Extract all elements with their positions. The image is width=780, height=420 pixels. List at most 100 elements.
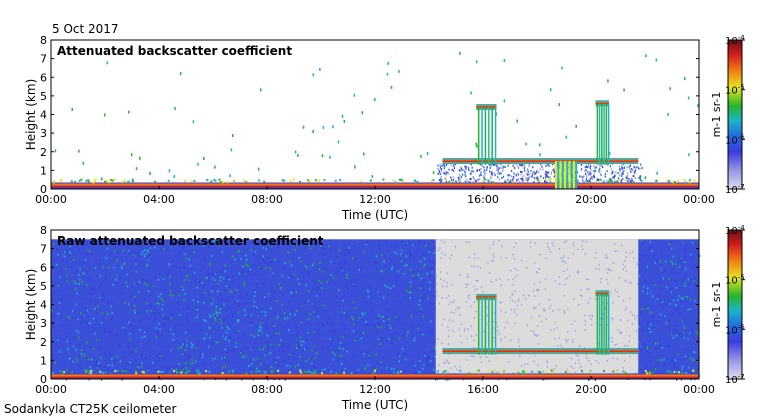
noise-speck — [183, 299, 185, 302]
noise-speck — [162, 299, 165, 302]
noise-speck — [505, 311, 507, 314]
noise-speck — [664, 364, 666, 367]
surface-speck — [444, 178, 447, 181]
noise-speck — [366, 334, 369, 337]
noise-speck — [687, 278, 690, 281]
surface-speck — [94, 178, 97, 181]
noise-speck — [169, 349, 172, 352]
noise-speck — [97, 367, 99, 370]
noise-speck — [588, 288, 590, 291]
noise-speck — [86, 357, 88, 360]
noise-speck — [175, 265, 178, 268]
noise-speck — [226, 276, 229, 279]
noise-speck — [246, 293, 248, 296]
noise-speck — [77, 331, 79, 334]
colorbar-tick-exponent: -7 — [738, 373, 745, 381]
noise-speck — [317, 293, 320, 296]
noise-speck — [516, 304, 519, 307]
noise-speck — [535, 335, 537, 338]
speck — [565, 181, 567, 184]
surface-speck — [511, 180, 514, 183]
noise-speck — [94, 300, 97, 303]
noise-speck — [637, 319, 639, 322]
noise-speck — [476, 265, 479, 268]
noise-speck — [690, 333, 692, 336]
speck — [631, 170, 633, 173]
noise-speck — [683, 319, 685, 322]
noise-speck — [536, 288, 538, 291]
noise-speck — [398, 360, 400, 363]
surface-speck — [195, 369, 198, 372]
surface-speck — [299, 369, 302, 372]
noise-speck — [259, 348, 261, 351]
noise-speck — [588, 360, 590, 362]
speck — [584, 170, 586, 173]
noise-speck — [182, 247, 184, 250]
noise-speck — [78, 249, 80, 252]
noise-speck — [259, 329, 262, 332]
noise-speck — [288, 328, 290, 331]
x-tick-label: 00:00 — [35, 193, 67, 206]
surface-speck — [455, 180, 458, 183]
noise-speck — [235, 341, 238, 344]
noise-speck — [626, 345, 628, 347]
noise-speck — [393, 251, 395, 254]
noise-speck — [204, 337, 206, 340]
noise-speck — [234, 310, 236, 313]
noise-speck — [193, 367, 196, 370]
noise-speck — [468, 297, 470, 299]
noise-speck — [530, 330, 532, 332]
speck — [472, 181, 475, 184]
noise-speck — [648, 247, 651, 250]
speck — [507, 164, 509, 167]
surface-speck — [666, 370, 669, 373]
speck — [547, 171, 549, 174]
noise-speck — [223, 289, 226, 292]
noise-speck — [227, 306, 229, 309]
noise-speck — [649, 311, 652, 314]
noise-speck — [303, 323, 306, 326]
noise-speck — [428, 331, 430, 334]
noise-speck — [298, 346, 301, 349]
colorbar-tick-exponent: -7 — [738, 183, 745, 191]
speck — [589, 177, 592, 180]
noise-speck — [195, 360, 197, 363]
surface-speck — [307, 370, 310, 373]
noise-speck — [518, 345, 521, 347]
noise-speck — [212, 313, 214, 316]
noise-speck — [289, 365, 291, 368]
noise-speck — [356, 371, 358, 374]
surface-speck — [392, 179, 395, 182]
speck — [488, 163, 491, 166]
noise-speck — [177, 301, 179, 304]
noise-speck — [375, 255, 378, 258]
noise-speck — [231, 290, 233, 293]
speck — [475, 142, 478, 146]
noise-speck — [401, 347, 404, 350]
noise-speck — [443, 240, 446, 243]
noise-speck — [317, 315, 320, 318]
noise-speck — [212, 240, 215, 243]
noise-speck — [352, 323, 355, 326]
noise-speck — [572, 367, 575, 369]
noise-speck — [228, 360, 230, 363]
noise-speck — [473, 346, 475, 349]
noise-speck — [640, 311, 642, 314]
x-tick-label: 08:00 — [251, 193, 283, 206]
surface-speck — [289, 180, 292, 183]
noise-speck — [514, 308, 516, 311]
noise-speck — [381, 304, 383, 307]
surface-speck — [350, 371, 353, 374]
noise-speck — [343, 294, 345, 297]
noise-speck — [410, 290, 412, 293]
speck — [508, 180, 511, 183]
surface-speck — [400, 178, 403, 181]
noise-speck — [654, 261, 656, 264]
noise-speck — [74, 282, 77, 285]
speck — [353, 93, 356, 97]
speck — [563, 165, 565, 168]
noise-speck — [100, 378, 103, 381]
noise-speck — [183, 340, 186, 343]
noise-speck — [238, 243, 240, 246]
speck — [354, 165, 356, 169]
